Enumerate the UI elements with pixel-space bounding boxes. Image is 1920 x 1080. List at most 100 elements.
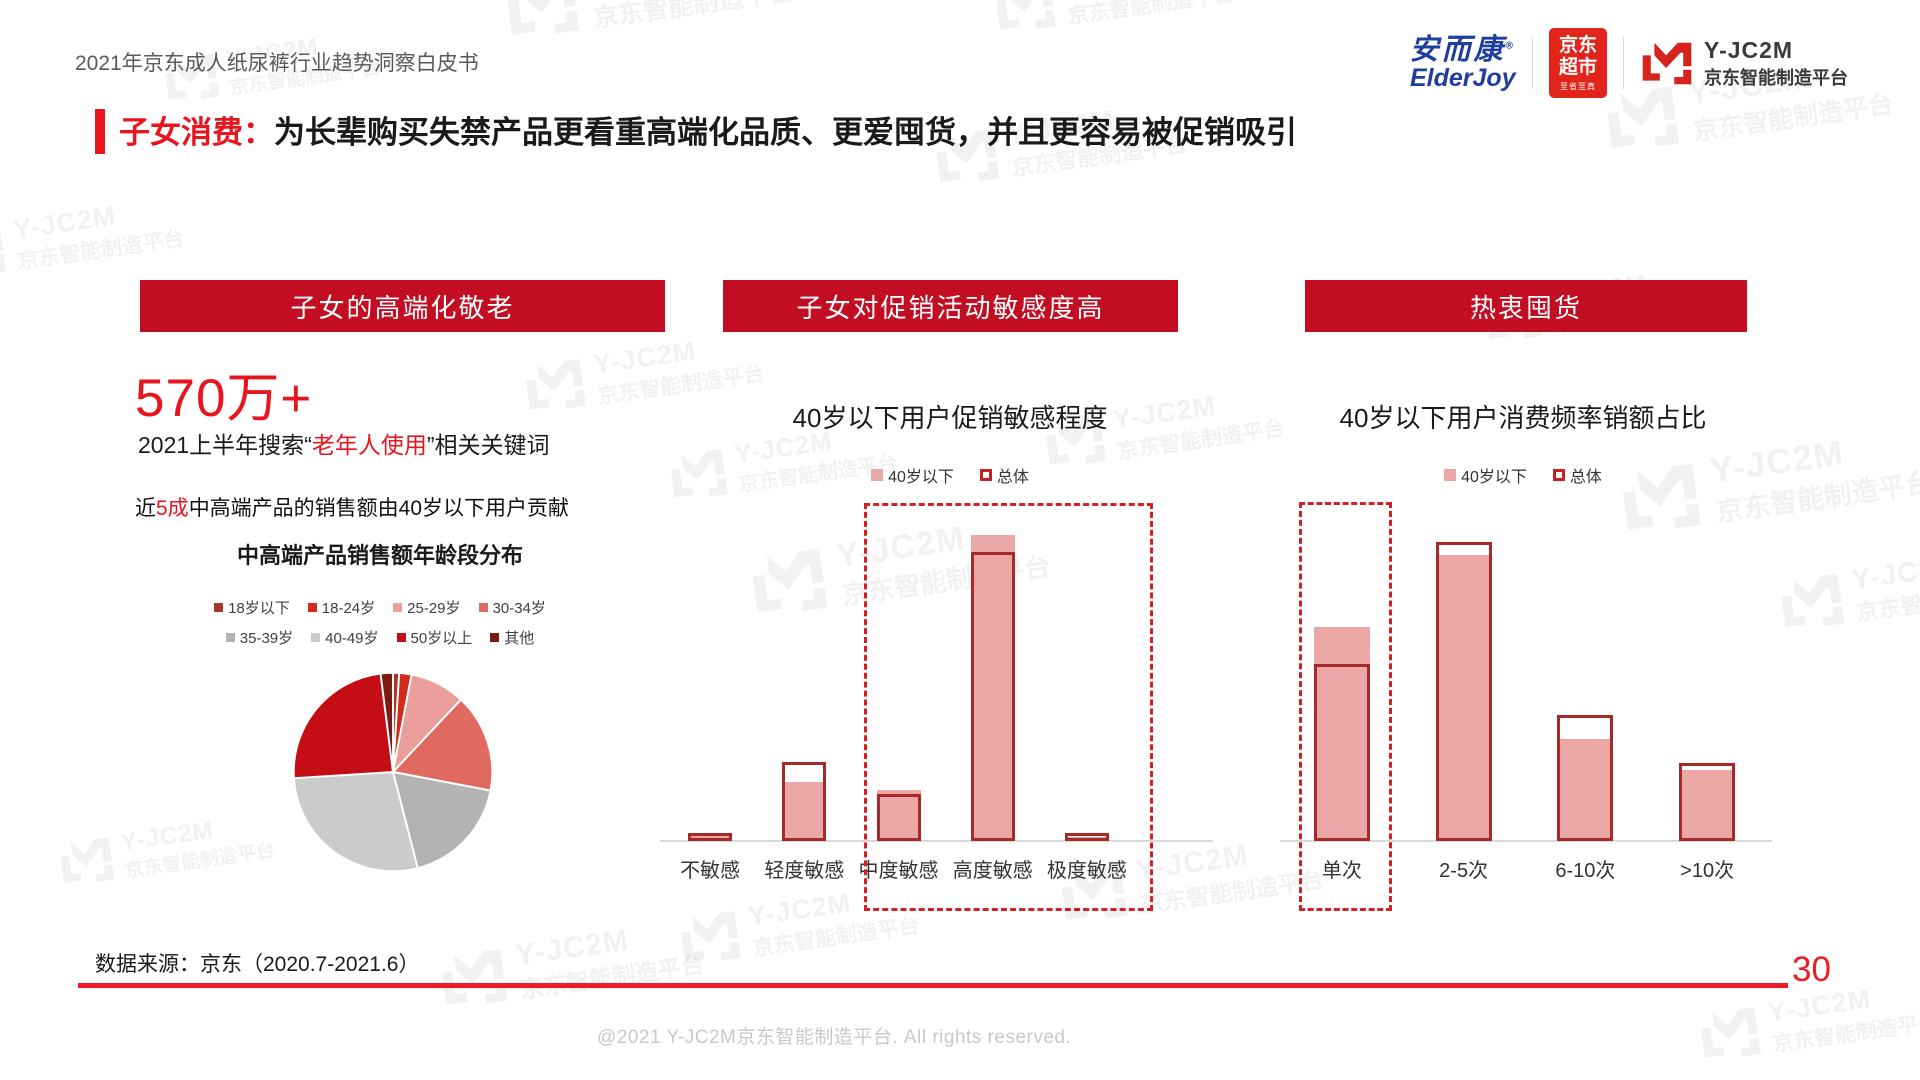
bar-总体 xyxy=(782,762,827,841)
legend-item: 总体 xyxy=(979,463,1029,487)
category-label: 极度敏感 xyxy=(1046,860,1127,882)
bar-group: 2-5次 xyxy=(1403,501,1525,882)
elderjoy-logo: 安而康® ElderJoy xyxy=(1409,33,1516,93)
section-header-right: 热衷囤货 xyxy=(1305,280,1747,332)
bar-总体 xyxy=(1313,664,1370,841)
category-label: 6-10次 xyxy=(1555,860,1616,882)
bar-总体 xyxy=(970,552,1015,841)
category-label: 不敏感 xyxy=(680,860,741,882)
watermark-mark-icon xyxy=(0,220,9,282)
pie-chart xyxy=(287,666,499,878)
legend-item: 总体 xyxy=(1552,463,1602,487)
category-label: 中度敏感 xyxy=(858,860,939,882)
pie-legend-item: 18-24岁 xyxy=(307,597,375,618)
pie-slice-30-34岁 xyxy=(391,698,494,792)
x-axis-line xyxy=(660,840,1213,842)
legend-swatch xyxy=(311,633,321,642)
pie-chart-svg xyxy=(292,671,494,873)
pie-legend-item: 25-29岁 xyxy=(393,597,461,618)
category-label: 高度敏感 xyxy=(952,860,1033,882)
page-number: 30 xyxy=(1792,950,1831,989)
section-header-left: 子女的高端化敬老 xyxy=(140,280,665,332)
bar-40岁以下 xyxy=(782,781,827,841)
pie-legend-item: 35-39岁 xyxy=(225,627,293,648)
bar-总体 xyxy=(1064,832,1109,841)
pie-slice-35-39岁 xyxy=(391,770,492,870)
pie-slice-40-49岁 xyxy=(292,770,419,873)
bar-chart-title-promo: 40岁以下用户促销敏感程度 xyxy=(792,403,1108,433)
pie-legend-item: 18岁以下 xyxy=(214,597,290,618)
footer-divider-line xyxy=(78,983,1788,988)
pie-legend-item: 30-34岁 xyxy=(478,597,546,618)
stat-line: 近5成中高端产品的销售额由40岁以下用户贡献 xyxy=(135,497,570,520)
copyright: @2021 Y-JC2M京东智能制造平台. All rights reserve… xyxy=(597,1027,1072,1048)
legend-swatch xyxy=(214,603,224,612)
legend-swatch-outline xyxy=(979,469,992,481)
category-label: 单次 xyxy=(1321,860,1362,882)
x-axis-line xyxy=(1280,840,1772,842)
legend-swatch-filled xyxy=(871,469,884,481)
bar-总体 xyxy=(1435,541,1492,841)
yjc2m-mark-icon xyxy=(1640,40,1694,87)
title-accent-bar xyxy=(95,109,105,154)
bar-group: 中度敏感 xyxy=(851,501,945,882)
bar-总体 xyxy=(688,832,733,841)
category-label: 轻度敏感 xyxy=(764,860,845,882)
pie-chart-title: 中高端产品销售额年龄段分布 xyxy=(236,543,523,568)
watermark-mark-icon xyxy=(990,0,1059,37)
watermark-mark-icon xyxy=(501,0,584,43)
legend-swatch xyxy=(490,633,500,642)
data-source: 数据来源：京东（2020.7-2021.6） xyxy=(95,953,420,976)
legend-swatch-outline xyxy=(1552,469,1565,481)
watermark-mark-icon xyxy=(55,833,117,889)
watermark: Y-JC2M京东智能制造平台 xyxy=(990,0,1236,40)
watermark-mark-icon xyxy=(436,944,512,1012)
legend-swatch-filled xyxy=(1444,469,1457,481)
document-title: 2021年京东成人纸尿裤行业趋势洞察白皮书 xyxy=(75,52,479,75)
watermark-mark-icon xyxy=(520,355,589,417)
pie-legend-item: 其他 xyxy=(490,627,534,648)
big-number: 570万+ xyxy=(135,369,313,428)
watermark-mark-icon xyxy=(1776,570,1848,635)
watermark: Y-JC2M京东智能制造平台 xyxy=(500,0,795,47)
bar-chart-title-frequency: 40岁以下用户消费频率销额占比 xyxy=(1339,403,1707,433)
bar-40岁以下 xyxy=(1557,739,1614,841)
bar-group: >10次 xyxy=(1646,501,1768,882)
legend-swatch xyxy=(225,633,235,642)
bar-40岁以下 xyxy=(876,790,921,841)
bar-40岁以下 xyxy=(1679,769,1736,841)
bar-group: 极度敏感 xyxy=(1040,501,1134,882)
bar-group: 轻度敏感 xyxy=(757,501,851,882)
logo-separator xyxy=(1532,37,1533,89)
highlight-dashed-box xyxy=(1299,502,1392,911)
legend-swatch xyxy=(396,633,406,642)
bar-chart-promo: 不敏感 轻度敏感 中度敏感 高度敏感 极度敏感 xyxy=(663,501,1134,882)
bar-40岁以下 xyxy=(1435,555,1492,841)
highlight-dashed-box xyxy=(864,503,1153,911)
logo-row: 安而康® ElderJoy 京东 超市 至省至真 Y-JC2M 京东智能制造平台 xyxy=(1410,26,1848,100)
legend-swatch xyxy=(393,603,403,612)
pie-legend-item: 40-49岁 xyxy=(311,627,379,648)
page-title: 子女消费：为长辈购买失禁产品更看重高端化品质、更爱囤货，并且更容易被促销吸引 xyxy=(119,115,1297,150)
jd-supermarket-logo: 京东 超市 至省至真 xyxy=(1549,28,1607,98)
legend-item: 40岁以下 xyxy=(871,463,954,487)
legend-swatch xyxy=(307,603,317,612)
bar-总体 xyxy=(1679,762,1736,841)
pie-slice-50岁以上 xyxy=(292,672,395,780)
pie-legend-item: 50岁以上 xyxy=(396,627,472,648)
legend-swatch xyxy=(478,603,488,612)
watermark-mark-icon xyxy=(1695,1003,1764,1065)
category-label: >10次 xyxy=(1680,860,1735,882)
pie-slice-其他 xyxy=(379,671,394,773)
logo-separator xyxy=(1623,37,1624,89)
section-header-middle: 子女对促销活动敏感度高 xyxy=(723,280,1178,332)
bar-40岁以下 xyxy=(970,535,1015,841)
bar-group: 6-10次 xyxy=(1525,501,1647,882)
bar-chart-legend: 40岁以下 总体 xyxy=(700,463,1200,487)
bar-总体 xyxy=(1557,715,1614,841)
bar-总体 xyxy=(876,794,921,841)
bar-40岁以下 xyxy=(688,834,733,841)
